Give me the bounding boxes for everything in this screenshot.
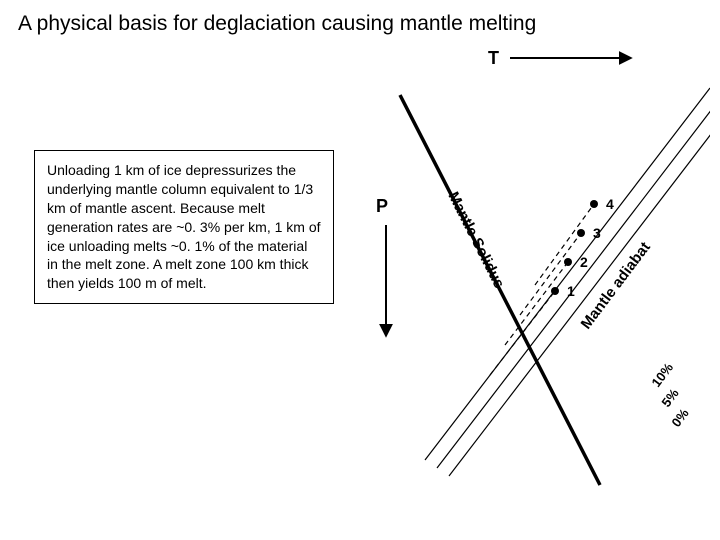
numbered-point <box>551 287 559 295</box>
page-title: A physical basis for deglaciation causin… <box>18 12 536 36</box>
numbered-point <box>590 200 598 208</box>
pt-diagram: TPMantle SolidusMantle adiabat0%5%10%123… <box>370 40 710 520</box>
dashed-connector <box>535 204 594 285</box>
numbered-point-label: 2 <box>580 254 588 270</box>
explanation-textbox: Unloading 1 km of ice depressurizes the … <box>34 150 334 304</box>
melt-line <box>437 96 710 468</box>
t-axis-label: T <box>488 48 499 68</box>
numbered-point-label: 4 <box>606 196 614 212</box>
mantle-adiabat-label: Mantle adiabat <box>578 239 654 332</box>
mantle-solidus-label: Mantle Solidus <box>444 189 507 291</box>
melt-percent-label: 10% <box>648 360 676 390</box>
p-axis-label: P <box>376 196 388 216</box>
dashed-connector <box>520 233 581 315</box>
numbered-point-label: 3 <box>593 225 601 241</box>
numbered-point-label: 1 <box>567 283 575 299</box>
numbered-point <box>577 229 585 237</box>
melt-percent-label: 0% <box>668 405 692 429</box>
numbered-point <box>564 258 572 266</box>
